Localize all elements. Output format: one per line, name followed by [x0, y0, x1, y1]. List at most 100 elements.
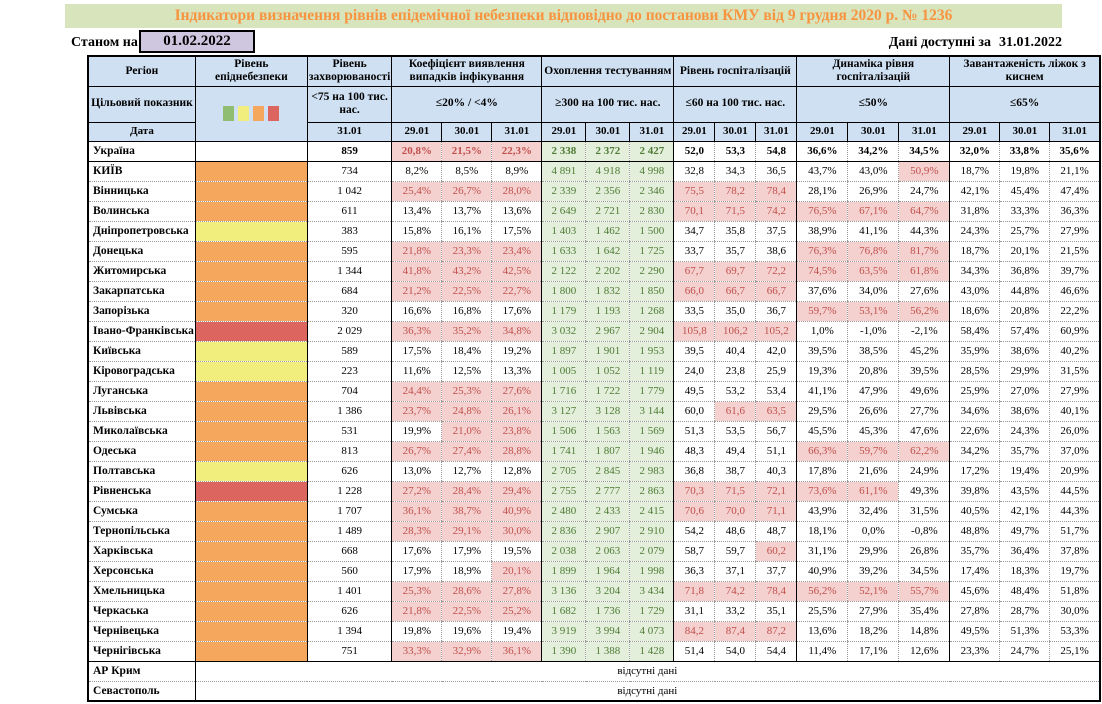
hosp-value: 60,2: [755, 541, 797, 562]
dynamics-value: 52,1%: [847, 581, 899, 602]
region-name: Миколаївська: [88, 421, 196, 442]
table-row: АР Крим відсутні дані: [88, 661, 1100, 682]
incidence-value: 589: [306, 341, 392, 362]
beds-value: 19,8%: [999, 161, 1050, 182]
region-name: Тернопільська: [88, 521, 196, 542]
coef-value: 22,3%: [491, 141, 542, 162]
hosp-value: 87,2: [755, 621, 797, 642]
incidence-value: 383: [306, 221, 392, 242]
coef-value: 20,8%: [391, 141, 442, 162]
testing-value: 2 830: [629, 201, 674, 222]
coef-value: 27,8%: [491, 581, 542, 602]
testing-value: 2 063: [585, 541, 630, 562]
table-row: КИЇВ 734 8,2% 8,5% 8,9% 4 891 4 918 4 998 32,8 34…: [88, 161, 1100, 182]
coef-value: 12,5%: [441, 361, 492, 382]
testing-value: 2 372: [585, 141, 630, 162]
beds-value: 43,5%: [999, 481, 1050, 502]
region-name: Закарпатська: [88, 281, 196, 302]
hosp-value: 33,2: [714, 601, 756, 622]
hosp-value: 70,1: [673, 201, 715, 222]
testing-value: 2 721: [585, 201, 630, 222]
beds-value: 27,8%: [949, 601, 1000, 622]
epidemic-level-cell: [194, 441, 308, 462]
beds-value: 42,1%: [999, 501, 1050, 522]
beds-value: 24,3%: [999, 421, 1050, 442]
dynamics-value: 47,6%: [898, 421, 950, 442]
testing-value: 2 338: [541, 141, 586, 162]
coef-value: 21,2%: [391, 281, 442, 302]
table-row: Севастополь відсутні дані: [88, 681, 1100, 701]
coef-value: 17,5%: [391, 341, 442, 362]
incidence-value: 626: [306, 601, 392, 622]
beds-value: 20,1%: [999, 241, 1050, 262]
dynamics-value: 41,1%: [796, 381, 848, 402]
testing-value: 3 032: [541, 321, 586, 342]
col-header-testing: Охоплення тестуванням: [541, 55, 675, 87]
table-row: Чернівецька 1 394 19,8% 19,6% 19,4% 3 919 3 99…: [88, 621, 1100, 642]
col-header-dynamics: Динаміка рівня госпіталізацій: [796, 55, 951, 87]
epidemic-level-cell: [194, 241, 308, 262]
dynamics-value: 34,0%: [847, 281, 899, 302]
coef-value: 16,1%: [441, 221, 492, 242]
dynamics-value: 43,7%: [796, 161, 848, 182]
legend-swatch-0: [223, 106, 235, 121]
hosp-value: 74,2: [755, 201, 797, 222]
dynamics-value: 49,3%: [898, 481, 950, 502]
coef-value: 28,4%: [441, 481, 492, 502]
date-cell: 30.01: [441, 121, 493, 142]
hosp-value: 25,9: [755, 361, 797, 382]
testing-value: 1 005: [541, 361, 586, 382]
beds-value: 51,3%: [999, 621, 1050, 642]
table-row: Хмельницька 1 401 25,3% 28,6% 27,8% 3 136 3 20…: [88, 581, 1100, 602]
beds-value: 35,9%: [949, 341, 1000, 362]
beds-value: 48,8%: [949, 521, 1000, 542]
hosp-value: 72,1: [755, 481, 797, 502]
hosp-value: 48,6: [714, 521, 756, 542]
date-cell: 29.01: [796, 121, 849, 142]
dynamics-value: 35,4%: [898, 601, 950, 622]
table-row: Рівненська 1 228 27,2% 28,4% 29,4% 2 755 2 777…: [88, 481, 1100, 502]
beds-value: 18,7%: [949, 241, 1000, 262]
hosp-value: 56,7: [755, 421, 797, 442]
date-cell: 29.01: [949, 121, 1001, 142]
beds-value: 31,5%: [1049, 361, 1100, 382]
beds-value: 33,8%: [999, 141, 1050, 162]
epidemic-level-cell: [194, 621, 308, 642]
coef-value: 28,6%: [441, 581, 492, 602]
hosp-value: 24,0: [673, 361, 715, 382]
incidence-value: 626: [306, 461, 392, 482]
table-row: Київська 589 17,5% 18,4% 19,2% 1 897 1 901 1 95…: [88, 341, 1100, 362]
testing-value: 2 038: [541, 541, 586, 562]
dynamics-value: 18,2%: [847, 621, 899, 642]
coef-value: 23,7%: [391, 401, 442, 422]
dynamics-value: -1,0%: [847, 321, 899, 342]
hosp-value: 54,0: [714, 641, 756, 662]
testing-value: 1 388: [585, 641, 630, 662]
hosp-value: 49,4: [714, 441, 756, 462]
hosp-value: 37,7: [755, 561, 797, 582]
coef-value: 21,8%: [391, 601, 442, 622]
dynamics-value: 73,6%: [796, 481, 848, 502]
dynamics-value: 26,8%: [898, 541, 950, 562]
dynamics-value: 17,8%: [796, 461, 848, 482]
coef-value: 17,6%: [391, 541, 442, 562]
testing-value: 2 079: [629, 541, 674, 562]
region-name: АР Крим: [88, 661, 196, 682]
coef-value: 27,4%: [441, 441, 492, 462]
region-name: Рівненська: [88, 481, 196, 502]
testing-value: 2 290: [629, 261, 674, 282]
dynamics-value: 76,8%: [847, 241, 899, 262]
dynamics-value: 45,2%: [898, 341, 950, 362]
region-name: Сумська: [88, 501, 196, 522]
testing-value: 2 755: [541, 481, 586, 502]
date-row-label: Дата: [87, 121, 196, 142]
dynamics-value: 27,9%: [847, 601, 899, 622]
region-name: Україна: [88, 141, 196, 162]
beds-value: 57,4%: [999, 321, 1050, 342]
beds-value: 51,7%: [1049, 521, 1100, 542]
beds-value: 19,7%: [1049, 561, 1100, 582]
table-row: Одеська 813 26,7% 27,4% 28,8% 1 741 1 807 1 946…: [88, 441, 1100, 462]
coef-value: 17,6%: [491, 301, 542, 322]
incidence-value: 560: [306, 561, 392, 582]
